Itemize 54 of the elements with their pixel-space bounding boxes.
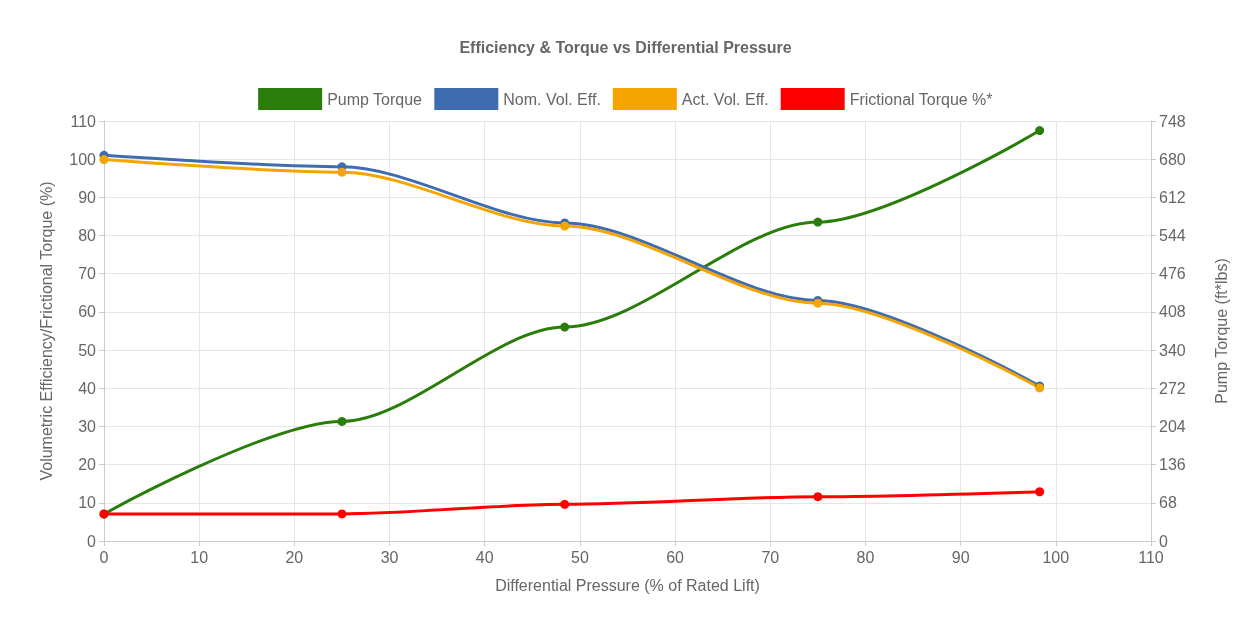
y-tick-label: 20 — [78, 456, 97, 474]
x-tick-label: 60 — [666, 548, 685, 566]
x-tick-label: 40 — [475, 548, 494, 566]
y2-tick-label: 544 — [1159, 227, 1186, 245]
y-tick-label: 40 — [78, 379, 97, 397]
x-tick-label: 110 — [1138, 548, 1164, 566]
legend-label: Frictional Torque %* — [849, 90, 993, 108]
y2-tick-label: 476 — [1159, 265, 1186, 283]
y-tick-label: 50 — [78, 341, 97, 359]
x-tick-label: 30 — [380, 548, 399, 566]
y-tick-label: 90 — [78, 188, 97, 206]
x-axis-title: Differential Pressure (% of Rated Lift) — [495, 576, 760, 594]
y2-tick-label: 68 — [1159, 494, 1177, 512]
point — [337, 509, 347, 519]
x-tick-label: 100 — [1042, 548, 1070, 566]
y2-tick-label: 748 — [1159, 112, 1186, 130]
x-tick-label: 50 — [571, 548, 589, 566]
legend-label: Pump Torque — [327, 90, 423, 108]
point — [337, 167, 347, 177]
y2-tick-label: 612 — [1159, 188, 1186, 206]
y-tick-label: 110 — [70, 112, 97, 130]
point — [813, 492, 823, 502]
y2-tick-label: 272 — [1159, 379, 1186, 397]
x-tick-label: 10 — [190, 548, 209, 566]
x-tick-label: 0 — [99, 548, 109, 566]
y-tick-label: 100 — [69, 150, 97, 168]
y2-tick-label: 680 — [1159, 150, 1186, 168]
point — [1035, 487, 1045, 497]
y-tick-label: 10 — [78, 494, 97, 512]
point — [560, 322, 570, 332]
y-tick-label: 70 — [78, 265, 97, 283]
point — [337, 416, 347, 426]
point — [99, 155, 109, 165]
point — [560, 499, 570, 509]
y2-tick-label: 136 — [1159, 456, 1186, 474]
chart-title: Efficiency & Torque vs Differential Pressure — [459, 38, 792, 56]
x-tick-label: 20 — [285, 548, 304, 566]
y2-tick-label: 340 — [1159, 341, 1186, 359]
y-tick-label: 80 — [78, 227, 97, 245]
y2-axis-title: Pump Torque (ft*lbs) — [1212, 258, 1230, 404]
x-tick-label: 70 — [761, 548, 780, 566]
legend-label: Nom. Vol. Eff. — [503, 90, 601, 108]
y-tick-label: 60 — [78, 303, 97, 321]
y2-tick-label: 204 — [1159, 417, 1186, 435]
point — [1035, 126, 1045, 136]
y2-tick-label: 0 — [1159, 532, 1168, 550]
legend-label: Act. Vol. Eff. — [681, 90, 769, 108]
y-tick-label: 0 — [87, 532, 97, 550]
x-tick-label: 80 — [856, 548, 875, 566]
y2-tick-label: 408 — [1159, 303, 1186, 321]
point — [813, 217, 823, 227]
y-axis-title: Volumetric Efficiency/Frictional Torque (%) — [37, 181, 55, 481]
x-tick-label: 90 — [951, 548, 970, 566]
y-tick-label: 30 — [78, 417, 97, 435]
